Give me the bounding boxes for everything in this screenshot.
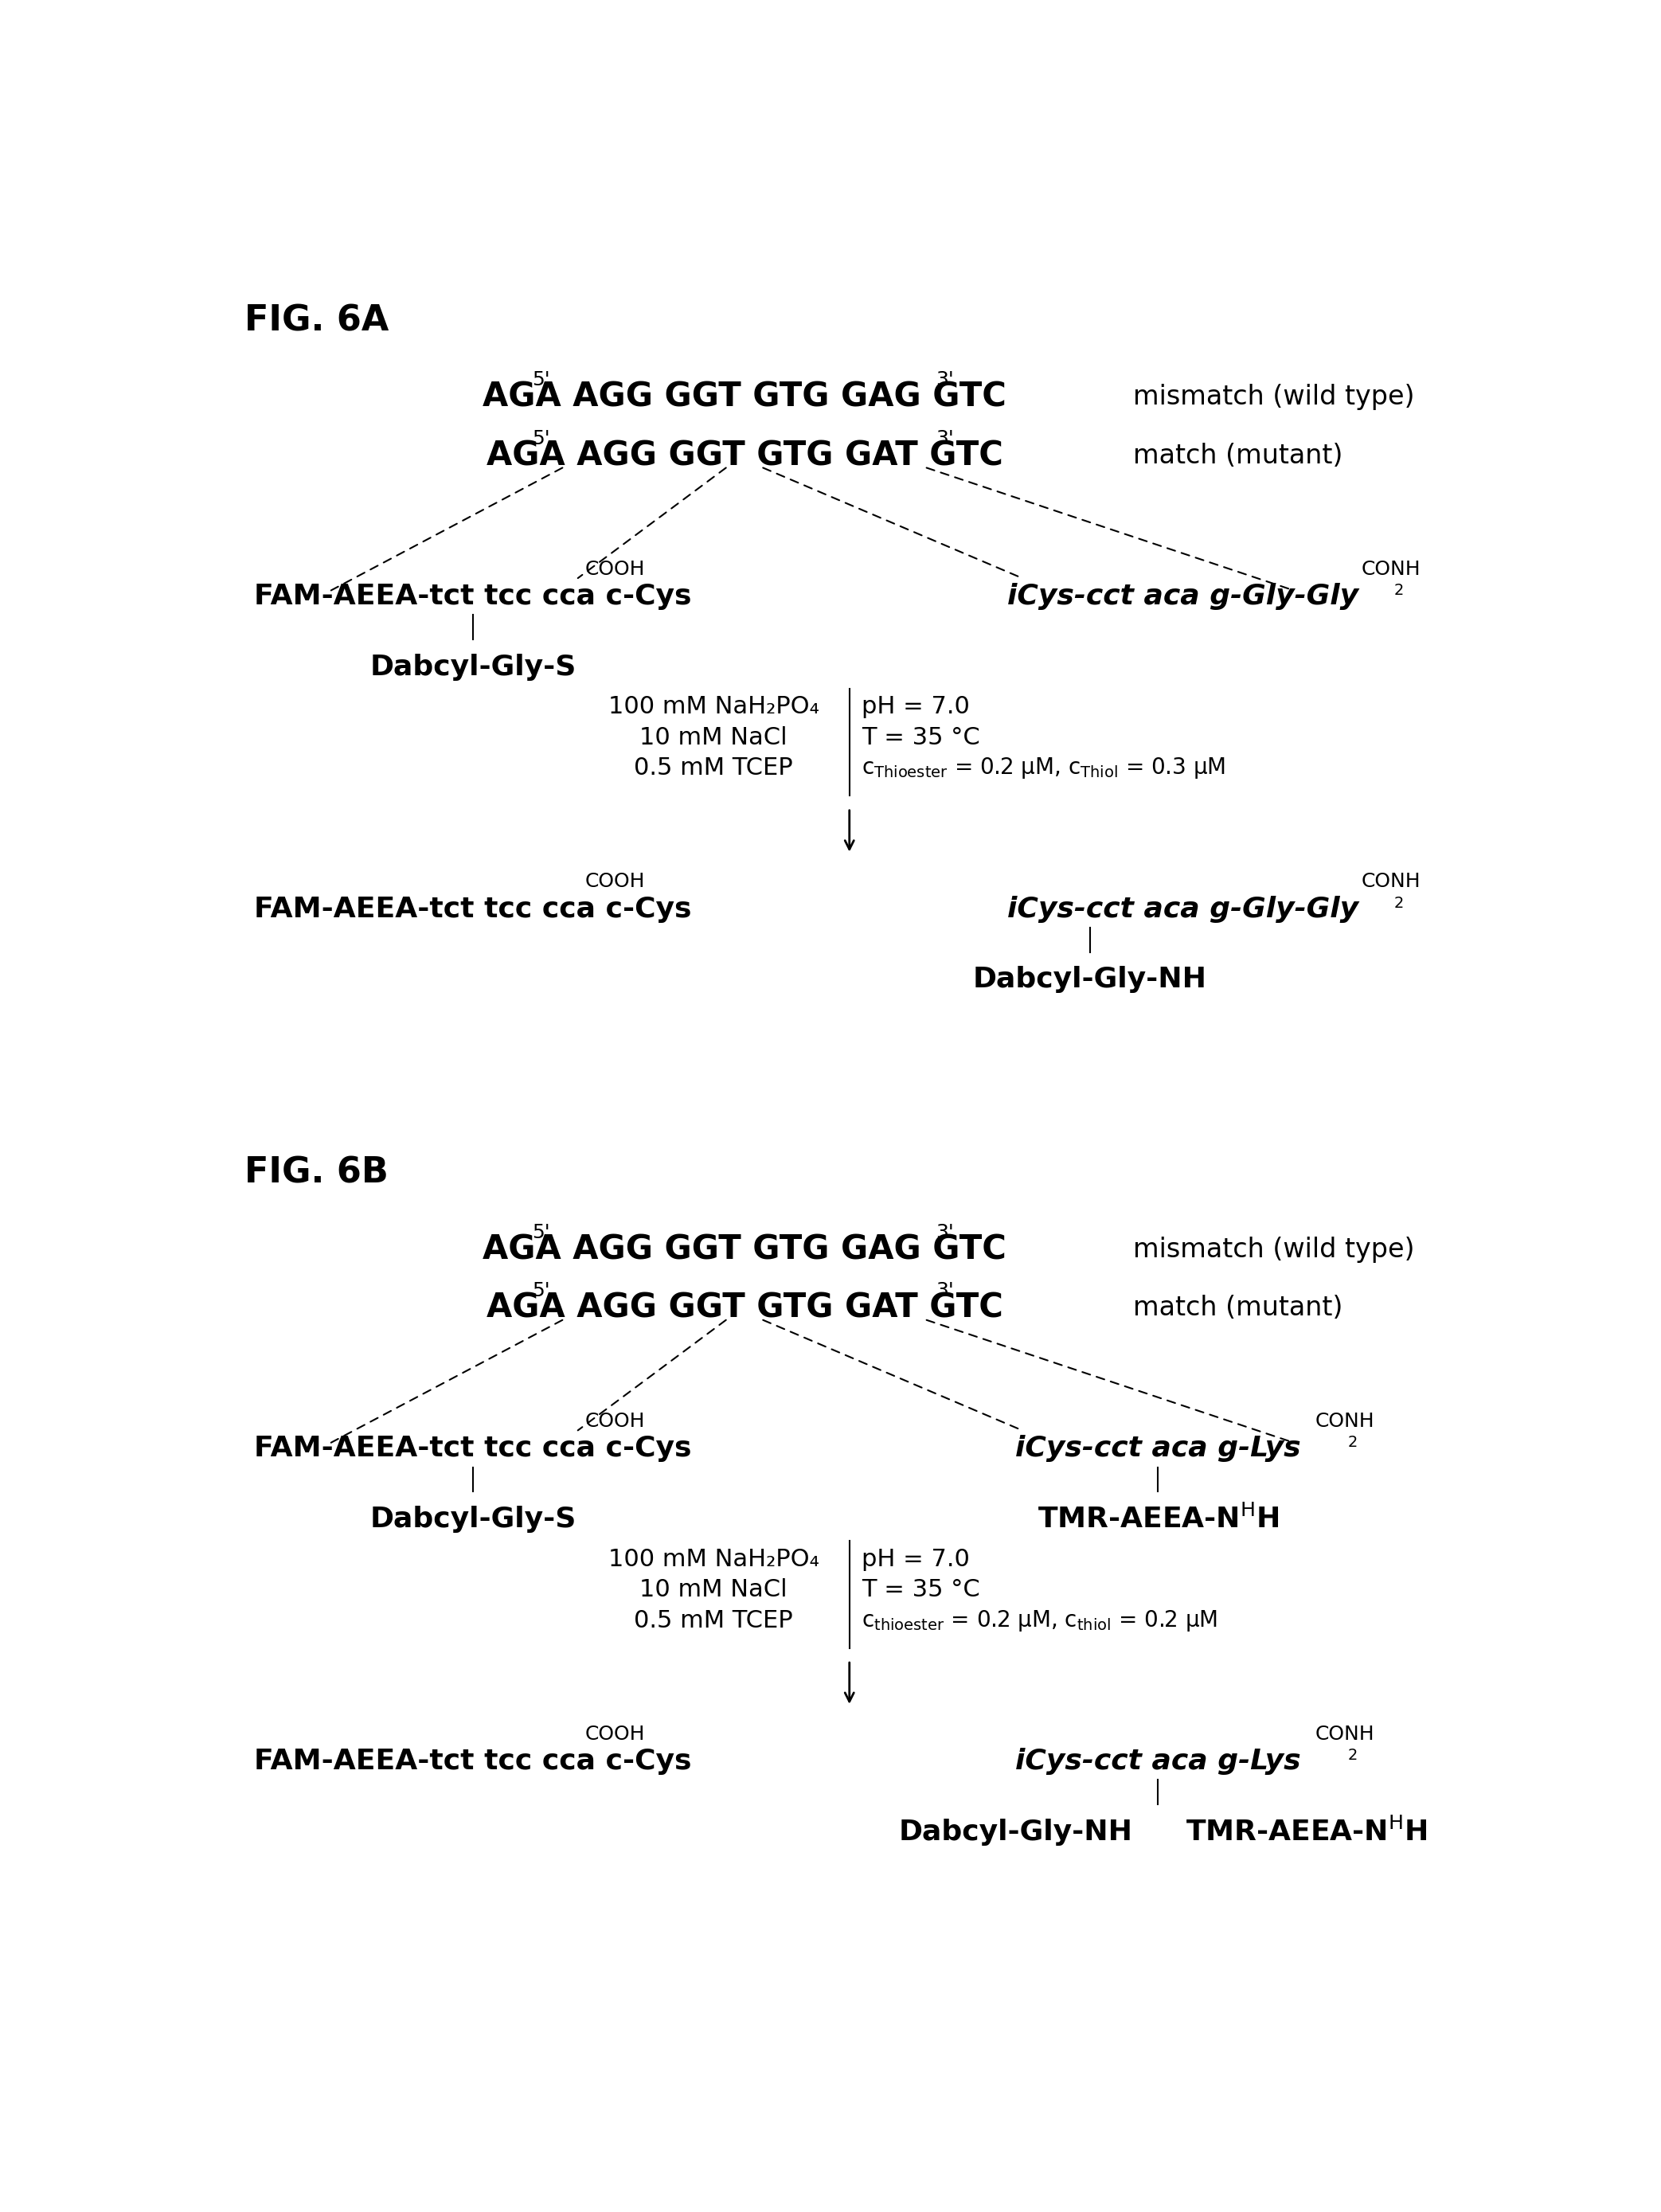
- Text: 2: 2: [1347, 1747, 1357, 1763]
- Text: iCys-cct aca g-Gly-Gly: iCys-cct aca g-Gly-Gly: [1007, 896, 1359, 922]
- Text: mismatch (wild type): mismatch (wild type): [1133, 385, 1415, 411]
- Text: COOH: COOH: [585, 560, 644, 580]
- Text: COOH: COOH: [585, 1411, 644, 1431]
- Text: AGA AGG GGT GTG GAT GTC: AGA AGG GGT GTG GAT GTC: [487, 438, 1003, 471]
- Text: 0.5 mM TCEP: 0.5 mM TCEP: [635, 1608, 792, 1632]
- Text: TMR-AEEA-N$^{\rm H}$H: TMR-AEEA-N$^{\rm H}$H: [1186, 1818, 1427, 1847]
- Text: COOH: COOH: [585, 1725, 644, 1743]
- Text: Dabcyl-Gly-NH: Dabcyl-Gly-NH: [973, 967, 1208, 993]
- Text: FAM-AEEA-tct tcc cca c-Cys: FAM-AEEA-tct tcc cca c-Cys: [254, 1747, 691, 1774]
- Text: pH = 7.0: pH = 7.0: [862, 695, 970, 719]
- Text: 3': 3': [937, 372, 953, 389]
- Text: T = 35 °C: T = 35 °C: [862, 726, 980, 750]
- Text: 2: 2: [1347, 1436, 1357, 1451]
- Text: pH = 7.0: pH = 7.0: [862, 1548, 970, 1571]
- Text: 10 mM NaCl: 10 mM NaCl: [639, 1577, 787, 1601]
- Text: TMR-AEEA-N$^{\rm H}$H: TMR-AEEA-N$^{\rm H}$H: [1036, 1504, 1279, 1533]
- Text: FIG. 6A: FIG. 6A: [244, 303, 389, 338]
- Text: 100 mM NaH₂PO₄: 100 mM NaH₂PO₄: [608, 1548, 819, 1571]
- Text: T = 35 °C: T = 35 °C: [862, 1577, 980, 1601]
- Text: CONH: CONH: [1316, 1411, 1375, 1431]
- Text: FAM-AEEA-tct tcc cca c-Cys: FAM-AEEA-tct tcc cca c-Cys: [254, 1436, 691, 1462]
- Text: 100 mM NaH₂PO₄: 100 mM NaH₂PO₄: [608, 695, 819, 719]
- Text: Dabcyl-Gly-S: Dabcyl-Gly-S: [370, 1506, 576, 1533]
- Text: 3': 3': [937, 429, 953, 447]
- Text: 3': 3': [937, 1223, 953, 1241]
- Text: match (mutant): match (mutant): [1133, 442, 1344, 469]
- Text: 10 mM NaCl: 10 mM NaCl: [639, 726, 787, 750]
- Text: mismatch (wild type): mismatch (wild type): [1133, 1237, 1415, 1263]
- Text: AGA AGG GGT GTG GAT GTC: AGA AGG GGT GTG GAT GTC: [487, 1292, 1003, 1325]
- Text: FIG. 6B: FIG. 6B: [244, 1155, 389, 1190]
- Text: 5': 5': [532, 1223, 550, 1241]
- Text: 5': 5': [532, 1281, 550, 1301]
- Text: 2: 2: [1394, 582, 1404, 597]
- Text: Dabcyl-Gly-S: Dabcyl-Gly-S: [370, 653, 576, 681]
- Text: match (mutant): match (mutant): [1133, 1294, 1344, 1321]
- Text: iCys-cct aca g-Lys: iCys-cct aca g-Lys: [1015, 1436, 1301, 1462]
- Text: 5': 5': [532, 372, 550, 389]
- Text: FAM-AEEA-tct tcc cca c-Cys: FAM-AEEA-tct tcc cca c-Cys: [254, 584, 691, 611]
- Text: COOH: COOH: [585, 872, 644, 891]
- Text: AGA AGG GGT GTG GAG GTC: AGA AGG GGT GTG GAG GTC: [483, 1232, 1007, 1265]
- Text: AGA AGG GGT GTG GAG GTC: AGA AGG GGT GTG GAG GTC: [483, 380, 1007, 414]
- Text: 5': 5': [532, 429, 550, 447]
- Text: 3': 3': [937, 1281, 953, 1301]
- Text: CONH: CONH: [1362, 560, 1422, 580]
- Text: CONH: CONH: [1316, 1725, 1375, 1743]
- Text: 0.5 mM TCEP: 0.5 mM TCEP: [635, 757, 792, 781]
- Text: iCys-cct aca g-Lys: iCys-cct aca g-Lys: [1015, 1747, 1301, 1774]
- Text: c$_{\rm Thioester}$ = 0.2 μM, c$_{\rm Thiol}$ = 0.3 μM: c$_{\rm Thioester}$ = 0.2 μM, c$_{\rm Th…: [862, 757, 1226, 781]
- Text: Dabcyl-Gly-NH: Dabcyl-Gly-NH: [899, 1818, 1133, 1845]
- Text: CONH: CONH: [1362, 872, 1422, 891]
- Text: FAM-AEEA-tct tcc cca c-Cys: FAM-AEEA-tct tcc cca c-Cys: [254, 896, 691, 922]
- Text: iCys-cct aca g-Gly-Gly: iCys-cct aca g-Gly-Gly: [1007, 584, 1359, 611]
- Text: 2: 2: [1394, 896, 1404, 911]
- Text: c$_{\rm thioester}$ = 0.2 μM, c$_{\rm thiol}$ = 0.2 μM: c$_{\rm thioester}$ = 0.2 μM, c$_{\rm th…: [862, 1608, 1218, 1632]
